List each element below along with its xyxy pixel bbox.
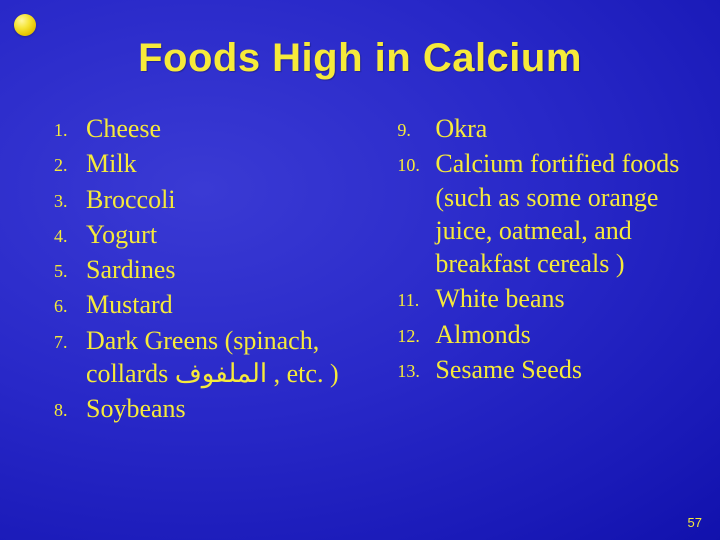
item-text: Sesame Seeds	[435, 353, 582, 386]
item-text: Yogurt	[86, 218, 157, 251]
item-number: 4.	[54, 218, 86, 248]
corner-accent-dot	[14, 14, 36, 36]
slide-title: Foods High in Calcium	[0, 36, 720, 81]
right-column: 9. Okra 10. Calcium fortified foods (suc…	[397, 112, 686, 427]
item-text: White beans	[435, 282, 564, 315]
content-columns: 1. Cheese 2. Milk 3. Broccoli 4. Yogurt …	[54, 112, 686, 427]
list-item: 12. Almonds	[397, 318, 686, 351]
list-item: 6. Mustard	[54, 288, 397, 321]
item-number: 13.	[397, 353, 435, 383]
page-number: 57	[688, 515, 702, 530]
list-item: 7. Dark Greens (spinach, collards الملفو…	[54, 324, 397, 391]
item-text: Okra	[435, 112, 487, 145]
item-number: 1.	[54, 112, 86, 142]
list-item: 9. Okra	[397, 112, 686, 145]
list-item: 11. White beans	[397, 282, 686, 315]
list-item: 10. Calcium fortified foods (such as som…	[397, 147, 686, 280]
item-number: 3.	[54, 183, 86, 213]
item-number: 5.	[54, 253, 86, 283]
item-number: 2.	[54, 147, 86, 177]
item-text: Sardines	[86, 253, 176, 286]
list-item: 3. Broccoli	[54, 183, 397, 216]
list-item: 5. Sardines	[54, 253, 397, 286]
item-text: Almonds	[435, 318, 530, 351]
item-number: 6.	[54, 288, 86, 318]
list-item: 13. Sesame Seeds	[397, 353, 686, 386]
item-text: Dark Greens (spinach, collards الملفوف ,…	[86, 324, 397, 391]
item-number: 10.	[397, 147, 435, 177]
item-number: 7.	[54, 324, 86, 354]
item-text: Calcium fortified foods (such as some or…	[435, 147, 686, 280]
item-text: Soybeans	[86, 392, 186, 425]
item-number: 9.	[397, 112, 435, 142]
item-number: 8.	[54, 392, 86, 422]
list-item: 2. Milk	[54, 147, 397, 180]
item-text: Milk	[86, 147, 137, 180]
item-number: 12.	[397, 318, 435, 348]
list-item: 8. Soybeans	[54, 392, 397, 425]
item-text: Mustard	[86, 288, 173, 321]
list-item: 4. Yogurt	[54, 218, 397, 251]
item-text: Cheese	[86, 112, 161, 145]
item-number: 11.	[397, 282, 435, 312]
left-column: 1. Cheese 2. Milk 3. Broccoli 4. Yogurt …	[54, 112, 397, 427]
item-text: Broccoli	[86, 183, 176, 216]
list-item: 1. Cheese	[54, 112, 397, 145]
